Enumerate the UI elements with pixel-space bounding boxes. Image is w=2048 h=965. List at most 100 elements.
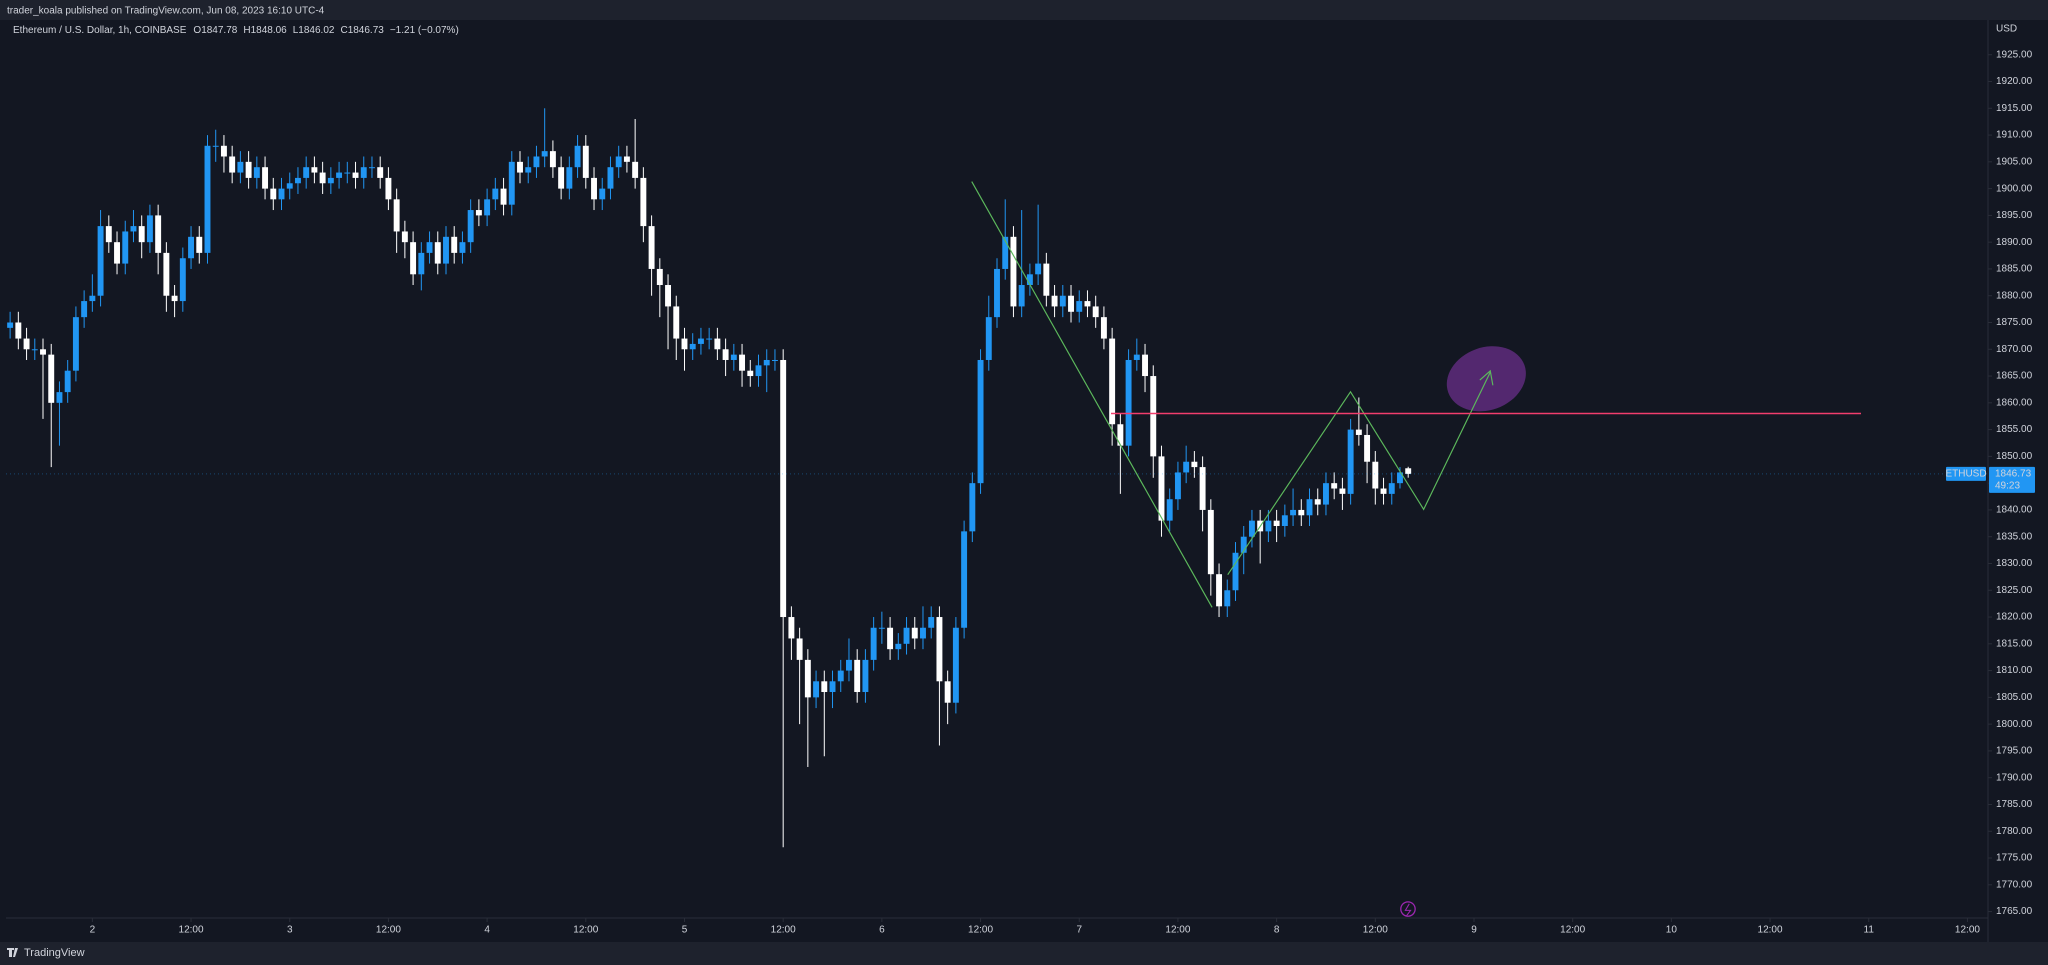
candle-body <box>377 167 384 178</box>
x-tick-label: 3 <box>287 925 293 936</box>
candle-body <box>1059 295 1066 307</box>
x-tick-label: 12:00 <box>1165 925 1190 936</box>
candle-body <box>936 617 943 682</box>
candle-body <box>747 370 754 377</box>
candle-body <box>1240 536 1247 553</box>
candle-body <box>56 392 63 403</box>
y-tick-label: 1790.00 <box>1996 772 2033 783</box>
candle-body <box>763 359 770 366</box>
x-tick-label: 12:00 <box>1758 925 1783 936</box>
y-tick-label: 1910.00 <box>1996 130 2033 141</box>
candle-body <box>796 638 803 660</box>
ohlc-value: 1846.73 <box>348 25 385 36</box>
candle-body <box>1117 424 1124 446</box>
candle-body <box>410 242 417 275</box>
footer-bar <box>0 942 2048 965</box>
candle-body <box>541 151 548 157</box>
candle-body <box>862 659 869 693</box>
candle-body <box>401 231 408 243</box>
candle-body <box>665 285 671 307</box>
candle-body <box>697 338 704 344</box>
y-tick-label: 1890.00 <box>1996 237 2033 248</box>
candle-body <box>1355 429 1362 435</box>
candle-body <box>837 670 844 682</box>
candle-body <box>558 167 565 189</box>
x-tick-label: 7 <box>1076 925 1082 936</box>
drawings <box>971 181 1526 917</box>
y-tick-label: 1920.00 <box>1996 76 2033 87</box>
candle-body <box>714 338 721 350</box>
y-tick-label: 1765.00 <box>1996 906 2033 917</box>
candle-body <box>484 199 491 216</box>
candle-body <box>1372 461 1379 489</box>
candle-body <box>114 242 120 264</box>
candle-body <box>607 167 614 189</box>
candle-body <box>344 172 351 174</box>
candle-body <box>130 226 137 232</box>
candle-body <box>1133 354 1140 360</box>
candle-body <box>155 215 162 253</box>
candle-body <box>1265 520 1272 532</box>
footer-logo <box>7 948 18 957</box>
candle-body <box>286 183 293 189</box>
top-bar <box>0 0 2048 20</box>
candle-body <box>739 354 746 371</box>
y-tick-label: 1815.00 <box>1996 638 2033 649</box>
candle-body <box>673 306 680 339</box>
zigzag-projection <box>971 181 1494 608</box>
candle-body <box>40 349 46 355</box>
candle-body <box>1306 499 1313 516</box>
candle-body <box>1298 509 1305 516</box>
candle-body <box>204 145 211 253</box>
candle-body <box>566 167 573 189</box>
candle-body <box>1388 483 1395 494</box>
candle-body <box>319 172 326 184</box>
x-tick-label: 4 <box>484 925 490 936</box>
currency-label: USD <box>1996 24 2017 35</box>
candle-body <box>23 338 30 350</box>
candle-body <box>188 236 195 259</box>
x-tick-label: 12:00 <box>179 925 204 936</box>
y-tick-label: 1855.00 <box>1996 424 2033 435</box>
y-tick-label: 1835.00 <box>1996 531 2033 542</box>
candle-body <box>1314 499 1321 505</box>
candle-body <box>689 343 696 350</box>
candle-body <box>303 167 310 178</box>
candle-body <box>1043 263 1050 296</box>
footer-brand: TradingView <box>24 947 85 959</box>
candle-body <box>311 167 318 173</box>
candle-body <box>961 531 968 628</box>
y-tick-label: 1830.00 <box>1996 558 2033 569</box>
legend: Ethereum / U.S. Dollar, 1h, COINBASE O184… <box>13 25 459 36</box>
y-tick-label: 1820.00 <box>1996 612 2033 623</box>
candle-body <box>813 681 820 698</box>
candle-body <box>426 242 433 253</box>
candle-body <box>220 145 227 157</box>
candle-body <box>1109 338 1116 425</box>
candle-body <box>1125 359 1132 446</box>
candle-body <box>31 349 38 351</box>
symbol-tag: ETHUSD <box>1945 469 1986 480</box>
y-tick-label: 1825.00 <box>1996 585 2033 596</box>
candle-body <box>903 627 910 644</box>
candle-body <box>369 167 375 169</box>
candle-body <box>533 156 540 168</box>
ohlc-letter: H <box>243 25 250 36</box>
x-tick-label: 12:00 <box>573 925 598 936</box>
candle-body <box>360 167 367 178</box>
candle-body <box>1199 467 1206 510</box>
y-tick-label: 1780.00 <box>1996 826 2033 837</box>
candle-body <box>706 338 713 340</box>
y-tick-label: 1840.00 <box>1996 505 2033 516</box>
x-tick-label: 12:00 <box>968 925 993 936</box>
candle-body <box>138 226 145 243</box>
candle-body <box>599 188 606 200</box>
candle-body <box>887 627 894 650</box>
candle-body <box>549 151 556 168</box>
candle-body <box>1174 472 1181 500</box>
candle-body <box>640 177 647 227</box>
candle-body <box>1216 574 1223 607</box>
candle-body <box>434 242 441 264</box>
candle-body <box>944 681 951 703</box>
